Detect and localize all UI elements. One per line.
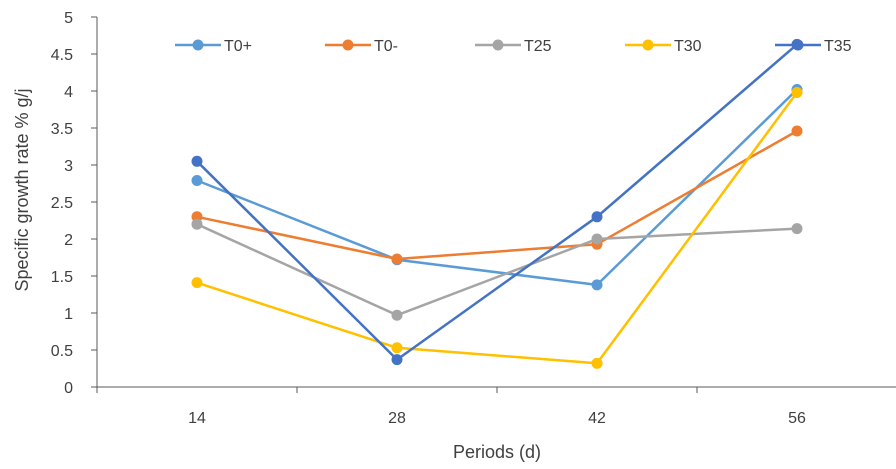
legend-item: T30 xyxy=(625,38,702,55)
axes: 0 0.5 1 1.5 2 2.5 3 3.5 4 4.5 5 14 28 42 56 xyxy=(51,10,896,427)
series-line xyxy=(196,43,798,361)
y-tick-label: 1 xyxy=(64,306,73,323)
data-point xyxy=(591,211,603,223)
legend-swatch-marker xyxy=(192,39,204,51)
data-point xyxy=(391,253,403,265)
data-point xyxy=(791,86,803,98)
legend-label: T0+ xyxy=(224,38,252,55)
legend-label: T30 xyxy=(674,38,702,55)
legend-item: T0- xyxy=(325,38,398,55)
legend-swatch-marker xyxy=(642,39,654,51)
series-line xyxy=(196,223,798,317)
legend: T0+ T0- T25 T30 T35 xyxy=(175,38,852,55)
legend-item: T25 xyxy=(475,38,552,55)
data-point xyxy=(391,342,403,354)
x-tick-label: 56 xyxy=(788,410,806,427)
data-point xyxy=(191,218,203,230)
series-lines xyxy=(191,38,803,369)
series-T25 xyxy=(191,218,803,321)
y-tick-label: 4 xyxy=(64,84,73,101)
data-point xyxy=(191,155,203,167)
legend-swatch-marker xyxy=(342,39,354,51)
y-tick-label: 3.5 xyxy=(51,121,73,138)
y-tick-label: 5 xyxy=(64,10,73,27)
legend-label: T0- xyxy=(374,38,398,55)
x-axis-title: Periods (d) xyxy=(453,442,541,462)
series-T0- xyxy=(191,125,803,265)
data-point xyxy=(391,309,403,321)
data-point xyxy=(791,223,803,235)
data-point xyxy=(591,233,603,245)
y-tick-label: 2 xyxy=(64,232,73,249)
data-point xyxy=(791,125,803,137)
legend-swatch-marker xyxy=(492,39,504,51)
y-tick-label: 3 xyxy=(64,158,73,175)
x-tick-label: 14 xyxy=(188,410,206,427)
legend-label: T35 xyxy=(824,38,852,55)
data-point xyxy=(591,357,603,369)
legend-item: T0+ xyxy=(175,38,252,55)
legend-label: T25 xyxy=(524,38,552,55)
y-tick-label: 2.5 xyxy=(51,195,73,212)
legend-item: T35 xyxy=(775,38,852,55)
series-T30 xyxy=(191,86,803,369)
data-point xyxy=(591,279,603,291)
y-axis-title: Specific growth rate % g/j xyxy=(12,88,32,291)
x-tick-label: 28 xyxy=(388,410,406,427)
y-tick-label: 0 xyxy=(64,380,73,397)
series-line xyxy=(196,91,799,365)
y-tick-label: 0.5 xyxy=(51,343,73,360)
legend-swatch-marker xyxy=(792,39,804,51)
series-T0+ xyxy=(191,84,803,291)
x-tick-label: 42 xyxy=(588,410,606,427)
series-line xyxy=(196,88,798,287)
series-line xyxy=(196,129,798,261)
y-tick-label: 4.5 xyxy=(51,47,73,64)
y-tick-label: 1.5 xyxy=(51,269,73,286)
data-point xyxy=(191,277,203,289)
data-point xyxy=(191,175,203,187)
data-point xyxy=(391,354,403,366)
series-T35 xyxy=(191,38,803,366)
